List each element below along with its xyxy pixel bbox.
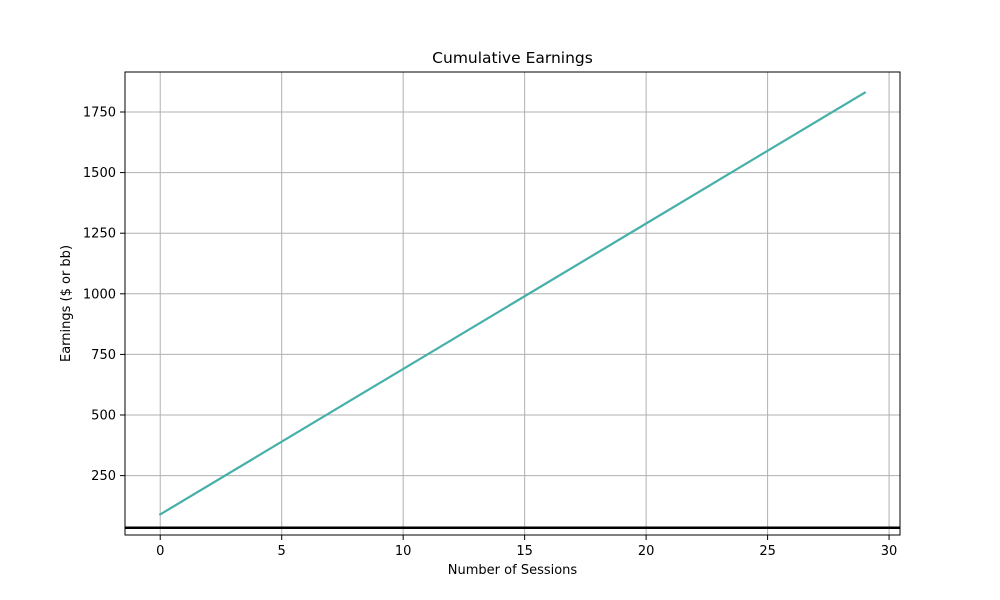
data-layer xyxy=(125,91,900,529)
chart-title: Cumulative Earnings xyxy=(432,49,593,67)
x-tick-label: 10 xyxy=(395,544,412,559)
grid-lines xyxy=(125,72,900,535)
y-tick-label: 250 xyxy=(91,469,116,484)
x-tick-label: 5 xyxy=(278,544,286,559)
y-axis-label: Earnings ($ or bb) xyxy=(59,245,74,362)
y-tick-label: 500 xyxy=(91,409,116,424)
axis-ticks: 0 5 10 15 20 25 30 250 500 750 1000 1250 1500 1750 xyxy=(83,105,897,559)
x-tick-label: 15 xyxy=(516,544,533,559)
x-axis-label: Number of Sessions xyxy=(448,563,578,578)
x-tick-label: 20 xyxy=(638,544,655,559)
y-tick-label: 1000 xyxy=(83,287,116,302)
plot-frame xyxy=(124,71,901,536)
x-tick-label: 30 xyxy=(881,544,898,559)
y-tick-label: 1750 xyxy=(83,105,116,120)
y-tick-label: 1250 xyxy=(83,227,116,242)
x-tick-label: 0 xyxy=(156,544,164,559)
y-tick-label: 750 xyxy=(91,348,116,363)
y-tick-label: 1500 xyxy=(83,166,116,181)
series-line xyxy=(158,91,867,516)
x-tick-label: 25 xyxy=(759,544,776,559)
